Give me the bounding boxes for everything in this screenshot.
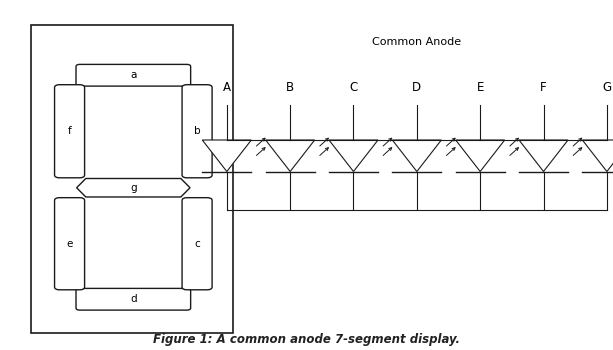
- Text: G: G: [603, 81, 611, 94]
- Polygon shape: [519, 140, 568, 172]
- Text: F: F: [540, 81, 547, 94]
- Text: C: C: [349, 81, 357, 94]
- Text: Figure 1: A common anode 7-segment display.: Figure 1: A common anode 7-segment displ…: [153, 333, 460, 346]
- FancyBboxPatch shape: [55, 198, 85, 290]
- Text: g: g: [130, 183, 137, 193]
- Text: f: f: [67, 126, 72, 136]
- Bar: [31, 25, 233, 332]
- Polygon shape: [392, 140, 441, 172]
- FancyBboxPatch shape: [76, 288, 191, 310]
- FancyBboxPatch shape: [182, 85, 212, 178]
- Polygon shape: [582, 140, 613, 172]
- FancyBboxPatch shape: [182, 198, 212, 290]
- Polygon shape: [329, 140, 378, 172]
- Text: D: D: [413, 81, 421, 94]
- FancyBboxPatch shape: [55, 85, 85, 178]
- Text: c: c: [194, 239, 200, 249]
- Text: a: a: [130, 70, 137, 80]
- Text: d: d: [130, 294, 137, 304]
- Polygon shape: [77, 178, 190, 197]
- Text: b: b: [194, 126, 200, 136]
- Text: A: A: [223, 81, 231, 94]
- Text: e: e: [66, 239, 73, 249]
- Polygon shape: [455, 140, 504, 172]
- Text: Common Anode: Common Anode: [372, 37, 462, 47]
- Polygon shape: [202, 140, 251, 172]
- FancyBboxPatch shape: [76, 64, 191, 86]
- Polygon shape: [265, 140, 314, 172]
- Text: E: E: [476, 81, 484, 94]
- Text: B: B: [286, 81, 294, 94]
